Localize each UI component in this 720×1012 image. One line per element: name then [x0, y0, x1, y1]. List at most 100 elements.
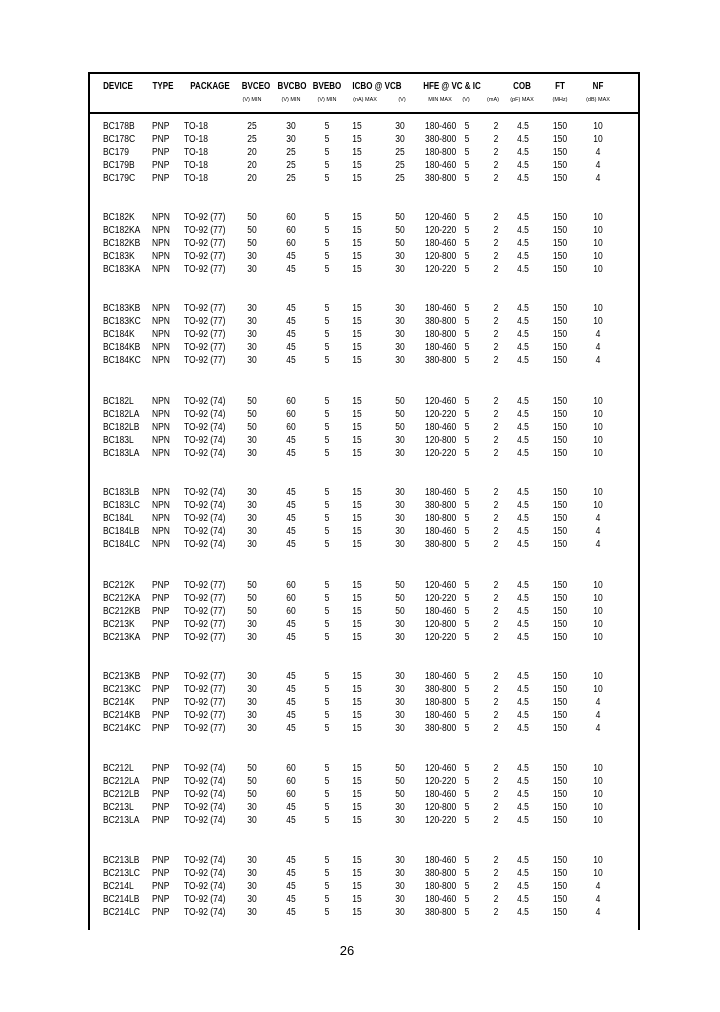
table-cell: 30: [247, 697, 257, 708]
table-cell: 50: [395, 580, 405, 591]
table-cell: 4: [595, 147, 601, 158]
table-cell: 45: [286, 448, 296, 459]
table-cell: 10: [593, 619, 603, 630]
table-cell: 150: [552, 763, 568, 774]
table-cell: 30: [247, 251, 257, 262]
table-cell: 5: [464, 487, 470, 498]
table-cell: 2: [493, 448, 499, 459]
table-cell: PNP: [152, 894, 170, 905]
table-cell: 5: [324, 619, 330, 630]
table-cell: 45: [286, 907, 296, 918]
table-cell: 5: [464, 238, 470, 249]
table-cell: 180-460: [425, 606, 457, 617]
table-cell: BC184L: [103, 513, 134, 524]
table-cell: 45: [286, 868, 296, 879]
table-cell: 2: [493, 513, 499, 524]
table-cell: BC212K: [103, 580, 135, 591]
table-cell: PNP: [152, 855, 170, 866]
table-cell: BC213K: [103, 619, 135, 630]
table-cell: BC213L: [103, 802, 134, 813]
table-cell: 4.5: [517, 264, 529, 275]
table-cell: TO-92 (77): [184, 580, 226, 591]
table-cell: 5: [324, 355, 330, 366]
table-cell: BC183LB: [103, 487, 140, 498]
table-cell: 120-220: [425, 815, 457, 826]
table-cell: TO-92 (77): [184, 329, 226, 340]
table-cell: 50: [247, 763, 257, 774]
table-cell: 5: [324, 329, 330, 340]
table-cell: 45: [286, 264, 296, 275]
table-cell: BC183KC: [103, 316, 141, 327]
table-cell: 4.5: [517, 593, 529, 604]
table-cell: TO-92 (74): [184, 789, 226, 800]
table-cell: 45: [286, 329, 296, 340]
table-cell: PNP: [152, 606, 170, 617]
table-cell: 120-460: [425, 763, 457, 774]
table-cell: 4.5: [517, 763, 529, 774]
table-cell: 5: [324, 212, 330, 223]
table-cell: 150: [552, 212, 568, 223]
table-cell: TO-92 (74): [184, 422, 226, 433]
table-cell: 2: [493, 802, 499, 813]
table-cell: 50: [247, 225, 257, 236]
table-cell: 25: [395, 160, 405, 171]
table-cell: 5: [464, 815, 470, 826]
table-cell: NPN: [152, 435, 170, 446]
table-cell: TO-92 (74): [184, 855, 226, 866]
table-cell: 50: [247, 606, 257, 617]
table-cell: 150: [552, 173, 568, 184]
table-cell: 15: [352, 500, 362, 511]
table-cell: 15: [352, 802, 362, 813]
table-cell: 4.5: [517, 802, 529, 813]
table-cell: 180-800: [425, 881, 457, 892]
table-cell: 2: [493, 303, 499, 314]
table-cell: 380-800: [425, 539, 457, 550]
table-cell: 25: [395, 173, 405, 184]
column-header: BVCBO: [277, 81, 307, 92]
table-cell: 2: [493, 238, 499, 249]
table-cell: 380-800: [425, 723, 457, 734]
table-cell: 50: [395, 593, 405, 604]
column-header: PACKAGE: [190, 81, 230, 92]
table-cell: 5: [464, 513, 470, 524]
table-cell: 45: [286, 894, 296, 905]
table-cell: 2: [493, 593, 499, 604]
table-cell: 2: [493, 776, 499, 787]
column-unit: (V) MIN: [317, 97, 337, 103]
table-cell: NPN: [152, 264, 170, 275]
table-cell: 15: [352, 776, 362, 787]
table-cell: 4.5: [517, 907, 529, 918]
table-cell: 4: [595, 513, 601, 524]
table-cell: 20: [247, 173, 257, 184]
table-cell: 30: [247, 303, 257, 314]
table-cell: 150: [552, 723, 568, 734]
table-cell: 5: [324, 723, 330, 734]
table-cell: 15: [352, 264, 362, 275]
table-cell: 15: [352, 619, 362, 630]
table-cell: 30: [247, 710, 257, 721]
table-cell: TO-18: [184, 147, 208, 158]
table-cell: 150: [552, 539, 568, 550]
column-unit: (MHz): [552, 97, 568, 103]
table-cell: 10: [593, 396, 603, 407]
table-cell: 2: [493, 500, 499, 511]
table-cell: TO-92 (77): [184, 684, 226, 695]
table-cell: 2: [493, 723, 499, 734]
table-cell: 5: [464, 121, 470, 132]
table-cell: 60: [286, 396, 296, 407]
table-cell: 15: [352, 881, 362, 892]
table-cell: 60: [286, 593, 296, 604]
table-cell: TO-92 (74): [184, 500, 226, 511]
table-cell: TO-92 (77): [184, 710, 226, 721]
table-cell: 2: [493, 619, 499, 630]
table-cell: 15: [352, 632, 362, 643]
table-cell: 150: [552, 238, 568, 249]
table-cell: NPN: [152, 212, 170, 223]
column-header: BVCEO: [241, 81, 271, 92]
column-unit: (V) MIN: [242, 97, 262, 103]
table-cell: 5: [324, 894, 330, 905]
table-cell: 5: [324, 907, 330, 918]
table-cell: 25: [286, 160, 296, 171]
table-cell: 2: [493, 684, 499, 695]
table-cell: 120-220: [425, 409, 457, 420]
